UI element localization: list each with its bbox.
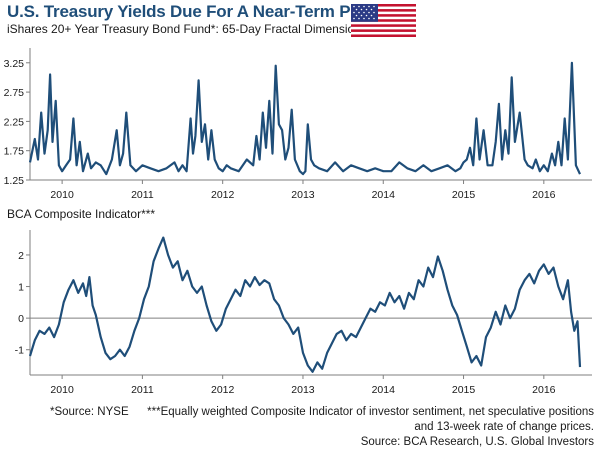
fractal-dimension-chart: 1.25 1.75 2.25 2.75 3.25 2010 2011 2012 2013 2014… — [4, 48, 592, 200]
bca-x-tick-label: 2013 — [291, 384, 315, 396]
fractal-y-tick-label: 1.25 — [4, 175, 25, 187]
fractal-x-tick-label: 2014 — [372, 189, 396, 200]
fractal-y-tick-label: 2.75 — [4, 87, 25, 99]
bca-series-line — [28, 236, 582, 373]
us-flag-icon — [351, 4, 416, 37]
chart-subtitle: iShares 20+ Year Treasury Bond Fund*: 65… — [7, 22, 361, 36]
fractal-y-tick-label: 2.25 — [4, 116, 25, 128]
fractal-x-tick-label: 2011 — [131, 189, 154, 200]
footnote-source-bca: Source: BCA Research, U.S. Global Invest… — [360, 436, 594, 448]
bca-composite-chart: -1 0 1 2 2010 2011 2012 2013 2014 2015 2016 — [15, 230, 592, 396]
page-title: U.S. Treasury Yields Due For A Near-Term… — [7, 2, 408, 21]
fractal-y-tick-label: 3.25 — [4, 58, 25, 70]
fractal-y-tick-label: 1.75 — [4, 146, 25, 158]
bca-x-tick-label: 2014 — [372, 384, 396, 396]
footnote-source-nyse: *Source: NYSE — [50, 406, 129, 418]
fractal-x-tick-label: 2016 — [532, 189, 556, 200]
fractal-x-tick-label: 2012 — [211, 189, 235, 200]
footnote-composite-line1: ***Equally weighted Composite Indicator … — [147, 406, 594, 418]
bca-x-tick-label: 2016 — [532, 384, 556, 396]
bca-x-tick-label: 2015 — [452, 384, 476, 396]
bca-indicator-label: BCA Composite Indicator*** — [7, 207, 156, 221]
bca-y-tick-label: -1 — [15, 345, 24, 357]
bca-x-tick-label: 2012 — [211, 384, 235, 396]
bca-y-tick-label: 2 — [18, 250, 24, 262]
bca-y-tick-label: 1 — [18, 282, 24, 294]
bca-x-tick-label: 2011 — [131, 384, 154, 396]
footnote-composite-line2: and 13-week rate of change prices. — [414, 421, 594, 433]
bca-x-tick-label: 2010 — [50, 384, 74, 396]
bca-y-tick-label: 0 — [18, 313, 24, 325]
fractal-series-line — [28, 61, 581, 176]
fractal-x-tick-label: 2010 — [50, 189, 74, 200]
fractal-x-tick-label: 2015 — [452, 189, 476, 200]
fractal-x-tick-label: 2013 — [291, 189, 315, 200]
